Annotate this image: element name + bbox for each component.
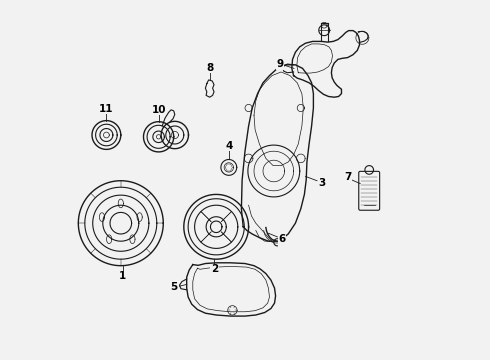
Text: 9: 9 (276, 59, 284, 69)
Text: 10: 10 (151, 105, 166, 115)
Text: 4: 4 (225, 141, 232, 151)
Text: 5: 5 (171, 282, 178, 292)
Text: 1: 1 (119, 271, 126, 282)
Text: 6: 6 (278, 234, 286, 244)
Text: 2: 2 (211, 264, 218, 274)
Text: 11: 11 (99, 104, 114, 114)
Text: 8: 8 (206, 63, 213, 73)
Text: 3: 3 (318, 177, 325, 188)
Text: 7: 7 (344, 172, 351, 182)
